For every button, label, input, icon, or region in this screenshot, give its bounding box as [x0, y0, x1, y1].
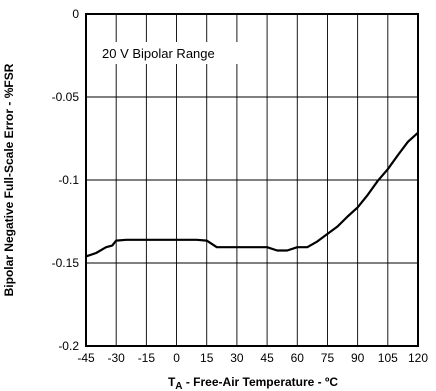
x-tick-label: 15: [200, 351, 214, 365]
annotation-background: [96, 42, 244, 64]
x-tick-label: -45: [77, 351, 95, 365]
x-tick-label: 30: [230, 351, 244, 365]
series-line: [85, 131, 419, 258]
x-tick-label: 105: [378, 351, 398, 365]
y-tick-label: -0.2: [58, 339, 79, 353]
y-tick-label: 0: [72, 7, 79, 21]
y-tick-label: -0.15: [52, 256, 80, 270]
x-tick-label: 60: [291, 351, 305, 365]
x-axis-title-text: - Free-Air Temperature - ºC: [183, 375, 339, 389]
y-tick-label: -0.05: [52, 90, 80, 104]
x-tick-label: 120: [408, 351, 428, 365]
x-axis-title: TA - Free-Air Temperature - ºC: [168, 375, 338, 391]
x-axis-title-subscript: A: [175, 381, 182, 391]
tick-labels: -45 -30 -15 0 15 30 45 60 75 90 105 120 0 -0.05 -0.1 -0…: [52, 7, 429, 365]
x-axis-title-symbol: T: [168, 375, 176, 389]
x-tick-label: 90: [351, 351, 365, 365]
plot-lines: [85, 131, 419, 258]
x-tick-label: 75: [321, 351, 335, 365]
x-tick-label: 0: [173, 351, 180, 365]
x-tick-label: -15: [138, 351, 156, 365]
x-tick-label: -30: [108, 351, 126, 365]
plot-frame: [85, 13, 419, 347]
y-axis-title: Bipolar Negative Full-Scale Error - %FSR: [2, 63, 16, 296]
grid: [86, 14, 418, 346]
x-tick-label: 45: [260, 351, 274, 365]
chart-annotation: 20 V Bipolar Range: [102, 46, 215, 61]
y-tick-label: -0.1: [58, 173, 79, 187]
